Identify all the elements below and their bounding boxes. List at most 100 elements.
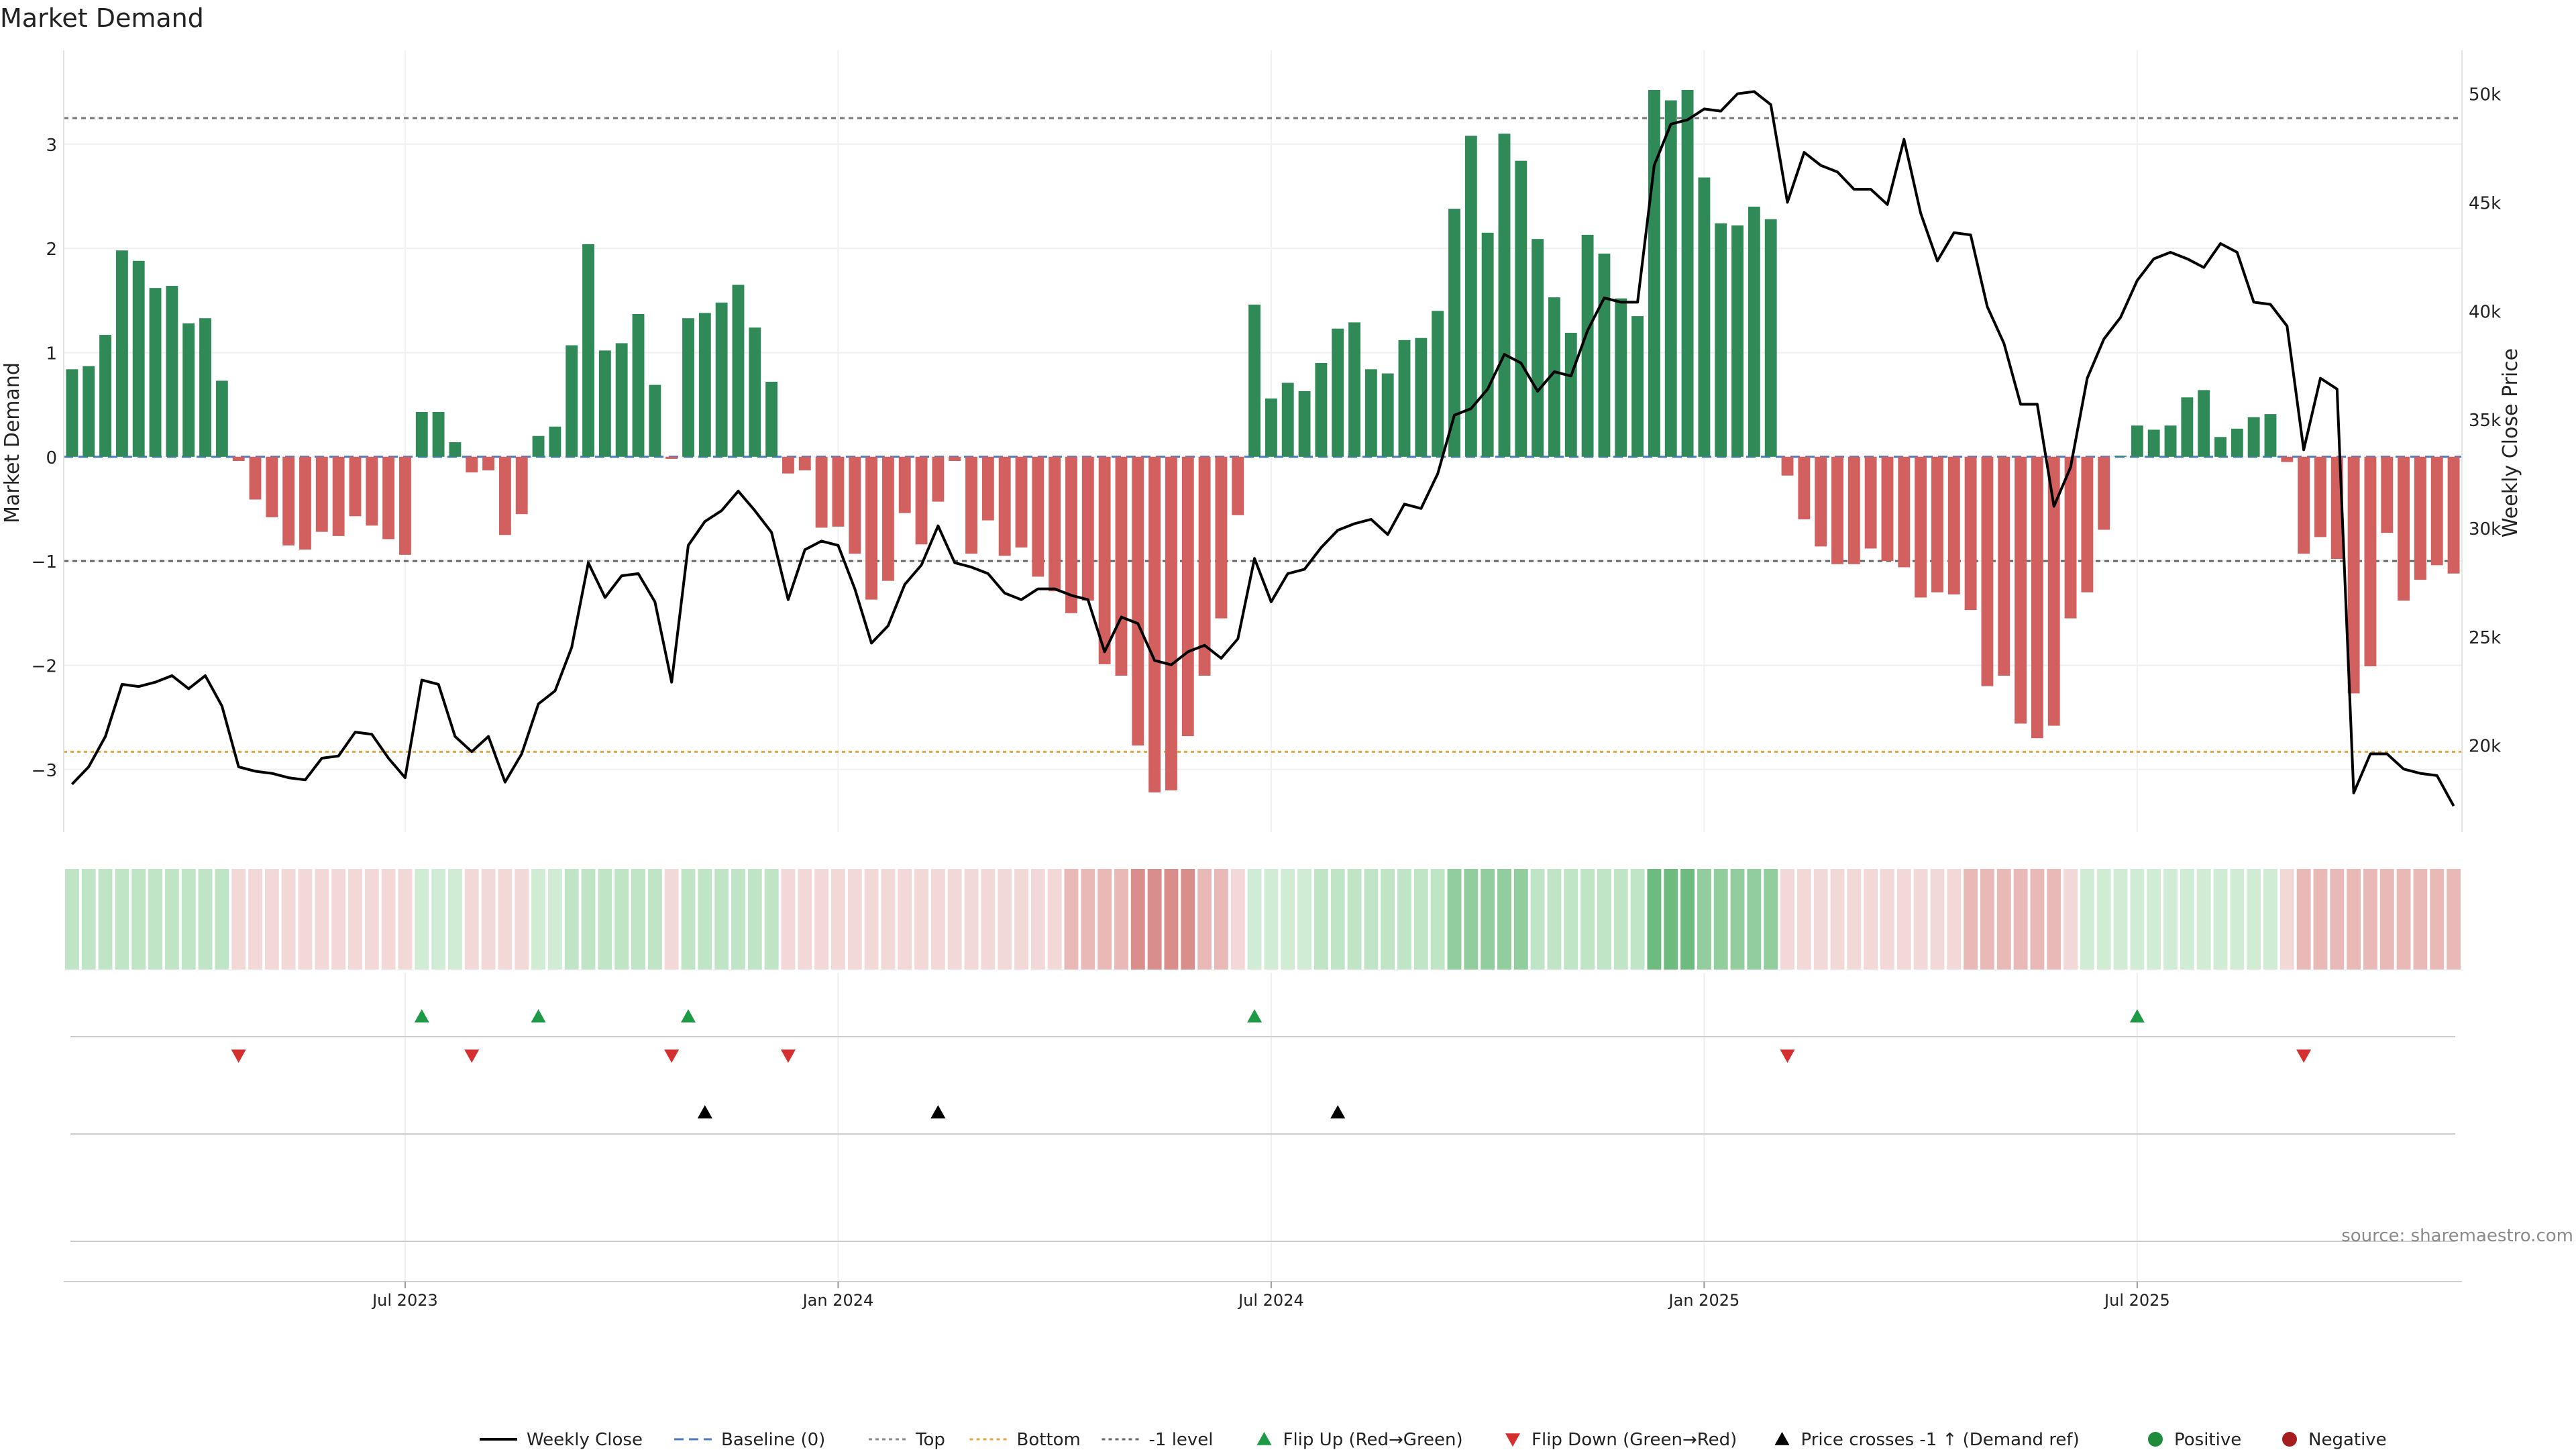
strip-cell (248, 869, 262, 970)
demand-bar-negative (2364, 456, 2377, 667)
strip-cell (1114, 869, 1128, 970)
strip-cell (2180, 869, 2194, 970)
demand-bar-positive (1281, 382, 1294, 457)
demand-bar-positive (649, 384, 661, 457)
strip-cell (681, 869, 696, 970)
grid (64, 50, 2462, 1282)
demand-bar-positive (449, 442, 462, 457)
strip-cell (215, 869, 229, 970)
demand-bar-negative (1165, 456, 1177, 790)
strip-cell (1597, 869, 1611, 970)
strip-cell (1081, 869, 1095, 970)
demand-bar-negative (1098, 456, 1111, 664)
demand-bar-positive (2198, 390, 2210, 457)
strip-cell (348, 869, 362, 970)
demand-bar-positive (1498, 134, 1511, 457)
strip-cell (1230, 869, 1245, 970)
demand-bar-negative (815, 456, 828, 528)
strip-cell (1281, 869, 1295, 970)
strip-cell (1014, 869, 1028, 970)
weekly-close-line (70, 90, 2455, 807)
signal-markers (70, 1009, 2455, 1242)
flip-down-marker (780, 1049, 796, 1063)
strip-cell (1796, 869, 1811, 970)
strip-cell (1030, 869, 1045, 970)
strip-cell (1680, 869, 1695, 970)
demand-bar-positive (1448, 209, 1460, 457)
strip-cell (81, 869, 96, 970)
price-cross-marker (697, 1105, 712, 1119)
flip-down-marker (464, 1049, 480, 1063)
demand-bar-positive (432, 412, 445, 457)
legend-label-baseline: Baseline (0) (721, 1430, 825, 1449)
strip-cell (1464, 869, 1479, 970)
strip-cell (898, 869, 912, 970)
demand-bar-positive (1731, 225, 1743, 457)
demand-bar-positive (2131, 425, 2143, 457)
demand-bar-negative (349, 456, 362, 517)
strip-cell (1164, 869, 1179, 970)
demand-bar-negative (2015, 456, 2027, 724)
demand-bar-negative (1864, 456, 1877, 549)
demand-bar-negative (1931, 456, 1943, 592)
demand-bar-negative (1081, 456, 1094, 601)
strip-cell (98, 869, 113, 970)
demand-bar-positive (1364, 369, 1377, 457)
strip-cell (2413, 869, 2428, 970)
demand-bar-negative (1981, 456, 1994, 686)
demand-bar-negative (665, 456, 678, 459)
demand-bar-negative (798, 456, 811, 470)
strip-cell (731, 869, 745, 970)
strip-cell (2347, 869, 2361, 970)
right-tick-label: 35k (2469, 411, 2501, 431)
flip-down-marker (664, 1049, 680, 1063)
strip-cell (181, 869, 196, 970)
left-tick-label: −2 (32, 656, 57, 676)
right-tick-label: 20k (2469, 737, 2501, 757)
strip-cell (2030, 869, 2045, 970)
demand-bar-negative (1065, 456, 1077, 613)
left-axis: 3 2 1 0 −1 −2 −3 (32, 50, 64, 832)
source-note: source: sharemaestro.com (2341, 1226, 2573, 1246)
demand-bar-negative (865, 456, 878, 600)
strip-cell (2279, 869, 2294, 970)
strip-cell (998, 869, 1012, 970)
demand-bar-negative (232, 456, 245, 462)
demand-bar-positive (1248, 305, 1261, 457)
strip-cell (1980, 869, 1994, 970)
legend-label-price_cross: Price crosses -1 ↑ (Demand ref) (1801, 1430, 2080, 1449)
strip-cell (2379, 869, 2394, 970)
strip-cell (1481, 869, 1495, 970)
demand-bar-negative (981, 456, 994, 521)
demand-bar-positive (2247, 417, 2260, 457)
strip-cell (1297, 869, 1311, 970)
demand-bar-positive (182, 323, 195, 457)
demand-bar-positive (549, 426, 561, 457)
legend-swatch-price_cross (1774, 1432, 1790, 1445)
demand-bar-positive (532, 435, 545, 457)
strip-cell (930, 869, 945, 970)
demand-bar-negative (266, 456, 278, 517)
strip-cell (498, 869, 513, 970)
demand-bar-negative (249, 456, 262, 500)
left-tick-label: 1 (46, 344, 57, 364)
demand-bar-negative (1815, 456, 1827, 547)
strip-cell (2447, 869, 2461, 970)
demand-bar-positive (632, 313, 645, 457)
x-tick-label: Jul 2023 (371, 1291, 438, 1310)
strip-cell (2096, 869, 2111, 970)
strip-cell (1214, 869, 1228, 970)
demand-bar-negative (382, 456, 395, 539)
strip-cell (1864, 869, 1878, 970)
demand-bar-positive (1598, 253, 1611, 457)
demand-bar-negative (2447, 456, 2460, 574)
demand-bar-negative (1915, 456, 1927, 598)
flip-up-marker (414, 1009, 429, 1023)
demand-bar-positive (1381, 373, 1394, 457)
legend-swatch-flip_up (1256, 1432, 1272, 1445)
demand-bar-negative (282, 456, 295, 546)
strip-cell (1764, 869, 1778, 970)
demand-bar-negative (1964, 456, 1977, 611)
strip-cell (881, 869, 896, 970)
demand-bar-positive (1265, 398, 1277, 457)
